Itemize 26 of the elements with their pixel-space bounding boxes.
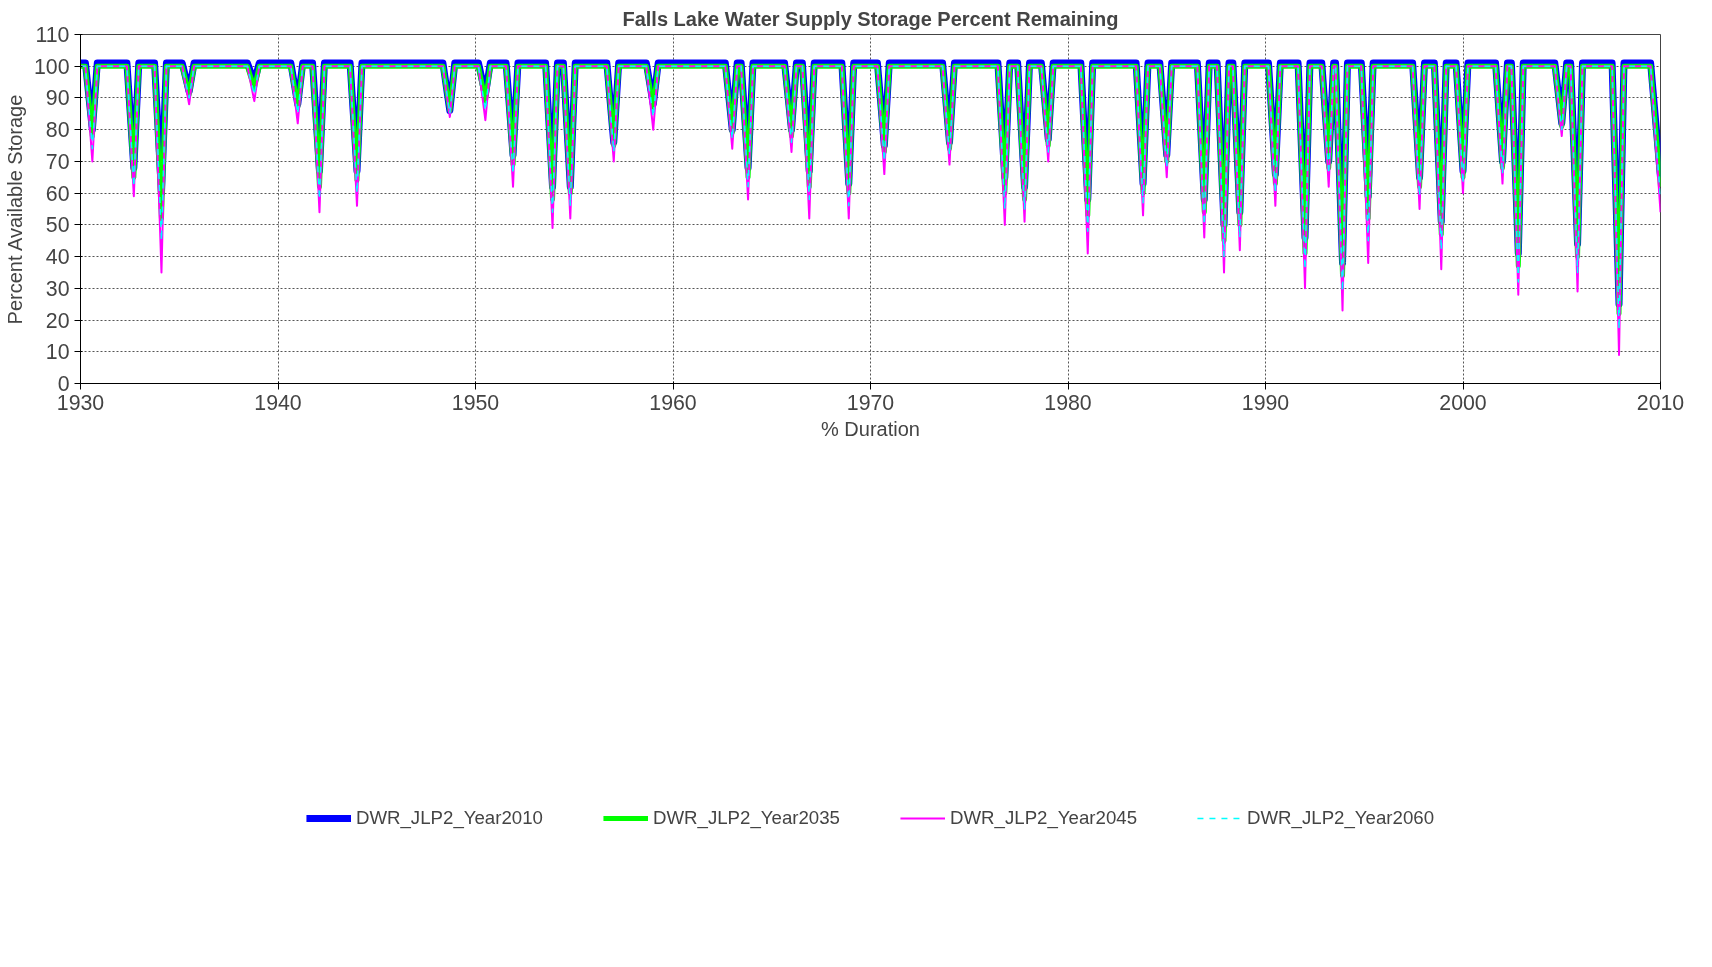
y-tick-label: 20 bbox=[45, 308, 70, 333]
x-tick-label: 1940 bbox=[254, 390, 302, 415]
legend-label: DWR_JLP2_Year2035 bbox=[652, 806, 840, 829]
x-tick-label: 1950 bbox=[451, 390, 500, 415]
y-tick-label: 80 bbox=[45, 118, 70, 143]
x-tick-label: 2000 bbox=[1439, 390, 1487, 415]
y-tick-label: 50 bbox=[45, 213, 70, 238]
y-tick-label: 100 bbox=[33, 54, 70, 79]
y-tick-label: 40 bbox=[45, 245, 70, 270]
legend-label: DWR_JLP2_Year2060 bbox=[1247, 806, 1435, 829]
x-axis-title: % Duration bbox=[821, 417, 920, 440]
x-tick-label: 1980 bbox=[1044, 390, 1092, 415]
x-tick-label: 2010 bbox=[1636, 390, 1685, 415]
y-tick-label: 90 bbox=[45, 86, 70, 111]
y-tick-label: 10 bbox=[45, 340, 70, 365]
y-tick-label: 30 bbox=[45, 276, 70, 301]
y-tick-label: 60 bbox=[45, 181, 70, 206]
legend-label: DWR_JLP2_Year2010 bbox=[355, 806, 543, 829]
legend-label: DWR_JLP2_Year2045 bbox=[950, 806, 1138, 829]
y-tick-label: 110 bbox=[35, 23, 70, 47]
y-tick-label: 70 bbox=[45, 149, 70, 174]
y-axis-title: Percent Available Storage bbox=[3, 94, 26, 325]
chart-title: Falls Lake Water Supply Storage Percent Remaining bbox=[622, 7, 1119, 30]
x-tick-label: 1990 bbox=[1241, 390, 1290, 415]
x-tick-label: 1960 bbox=[649, 390, 697, 415]
x-tick-label: 1970 bbox=[846, 390, 895, 415]
